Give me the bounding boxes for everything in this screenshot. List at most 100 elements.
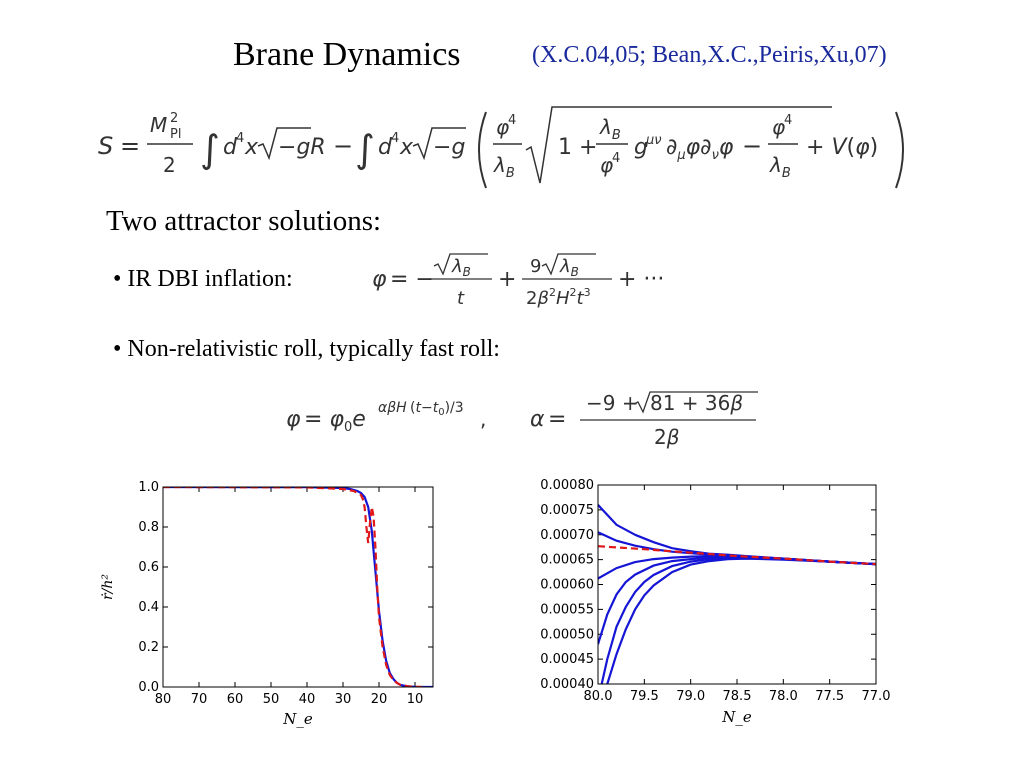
- svg-text:4: 4: [784, 113, 792, 128]
- svg-text:=: =: [548, 407, 566, 432]
- svg-text:S: S: [98, 132, 113, 160]
- bullet-nonrelativistic: • Non-relativistic roll, typically fast …: [113, 336, 500, 362]
- series-line-2: [163, 487, 423, 687]
- svg-text:81 + 36β: 81 + 36β: [650, 391, 743, 415]
- svg-text:φ: φ: [772, 115, 785, 139]
- svg-text:9: 9: [530, 256, 541, 277]
- svg-text:∂μφ∂νφ: ∂μφ∂νφ: [666, 135, 734, 163]
- svg-text:x: x: [399, 135, 414, 160]
- x-tick-label: 20: [371, 692, 388, 707]
- citation: (X.C.04,05; Bean,X.C.,Peiris,Xu,07): [532, 42, 887, 68]
- svg-text:αβH: αβH: [378, 400, 407, 416]
- svg-text:M: M: [150, 113, 167, 137]
- nonrel-equation: φ = φ0e αβH (t−t0)/3 , α = −9 + 81 + 36β…: [286, 391, 758, 449]
- y-tick-label: 0.0: [138, 680, 159, 695]
- x-tick-label: 70: [191, 692, 208, 707]
- svg-text:4: 4: [391, 131, 399, 146]
- svg-text:x: x: [244, 135, 259, 160]
- svg-text:4: 4: [612, 151, 620, 166]
- x-tick-label: 77.0: [862, 689, 891, 704]
- svg-text:−: −: [333, 132, 353, 160]
- x-tick-label: 78.5: [723, 689, 752, 704]
- series-line-5: [600, 556, 876, 684]
- series-line-1: [163, 487, 433, 687]
- y-tick-label: 0.00055: [540, 602, 594, 617]
- bullet-ir-dbi: • IR DBI inflation:: [113, 266, 293, 292]
- svg-text:1 +: 1 +: [558, 135, 597, 160]
- svg-text:4: 4: [508, 113, 516, 128]
- y-tick-label: 0.00040: [540, 677, 594, 692]
- series-line-6: [606, 557, 876, 684]
- y-tick-label: 1.0: [138, 480, 159, 495]
- x-tick-label: 60: [227, 692, 244, 707]
- svg-text:∫: ∫: [200, 127, 220, 171]
- x-tick-label: 79.5: [630, 689, 659, 704]
- x-tick-label: 79.0: [676, 689, 705, 704]
- svg-text:μν: μν: [645, 133, 662, 148]
- y-tick-label: 0.8: [138, 520, 159, 535]
- x-tick-label: 30: [335, 692, 352, 707]
- svg-text:+: +: [498, 267, 516, 292]
- svg-text:α: α: [530, 407, 545, 432]
- svg-text:φ: φ: [372, 267, 387, 292]
- x-tick-label: 78.0: [769, 689, 798, 704]
- y-axis-label: ṙ/h²: [100, 574, 116, 600]
- svg-text:∫: ∫: [355, 127, 375, 171]
- y-tick-label: 0.4: [138, 600, 159, 615]
- x-axis-label: N_e: [721, 708, 752, 726]
- x-tick-label: 40: [299, 692, 316, 707]
- x-axis-label: N_e: [282, 710, 313, 728]
- svg-text:λB: λB: [451, 256, 471, 279]
- x-tick-label: 77.5: [815, 689, 844, 704]
- svg-text:,: ,: [480, 407, 486, 431]
- svg-text:=: =: [120, 132, 140, 160]
- svg-text:2: 2: [163, 153, 176, 177]
- svg-text:−g: −g: [433, 135, 465, 160]
- plot-frame: [162, 486, 434, 688]
- svg-text:λB: λB: [599, 115, 621, 143]
- svg-text:φ: φ: [496, 115, 509, 139]
- y-tick-label: 0.6: [138, 560, 159, 575]
- svg-text:g: g: [634, 135, 648, 160]
- svg-text:(t−t0)/3: (t−t0)/3: [410, 400, 464, 418]
- svg-text:λB: λB: [769, 153, 791, 181]
- y-tick-label: 0.00080: [540, 478, 594, 493]
- series-line-7: [598, 545, 876, 566]
- svg-text:d: d: [378, 135, 393, 160]
- y-tick-label: 0.00050: [540, 627, 594, 642]
- svg-text:2β2H2t3: 2β2H2t3: [526, 286, 591, 309]
- svg-text:+ V(φ): + V(φ): [806, 135, 878, 160]
- svg-text:φ: φ: [600, 153, 613, 177]
- svg-text:−: −: [742, 132, 762, 160]
- svg-text:t: t: [457, 288, 465, 309]
- x-tick-label: 80.0: [584, 689, 613, 704]
- x-tick-label: 10: [407, 692, 424, 707]
- svg-text:−gR: −gR: [278, 135, 326, 160]
- svg-text:Pl: Pl: [170, 127, 181, 142]
- svg-text:d: d: [223, 135, 238, 160]
- svg-text:= φ0e: = φ0e: [304, 407, 366, 435]
- svg-text:+ ···: + ···: [618, 267, 664, 292]
- slide-title: Brane Dynamics: [233, 36, 461, 73]
- plot-frame: [597, 484, 877, 685]
- svg-text:4: 4: [236, 131, 244, 146]
- y-tick-label: 0.00045: [540, 652, 594, 667]
- y-tick-label: 0.00060: [540, 578, 594, 593]
- svg-text:λB: λB: [493, 153, 515, 181]
- y-tick-label: 0.00075: [540, 503, 594, 518]
- svg-text:2β: 2β: [654, 425, 680, 449]
- chart-nonrel-roll: 80.0 79.5 79.0 78.5 78.0 77.5 77.0 0.00040 0.000…: [540, 478, 891, 726]
- svg-text:λB: λB: [559, 256, 579, 279]
- svg-text:φ: φ: [286, 407, 301, 432]
- ir-dbi-equation: φ = − λB t + 9 λB 2β2H2t3 + ···: [372, 253, 664, 309]
- y-tick-label: 0.00070: [540, 528, 594, 543]
- x-tick-label: 80: [155, 692, 172, 707]
- x-tick-label: 50: [263, 692, 280, 707]
- action-equation: S = M 2 Pl 2 ∫ d 4 x −gR − ∫ d 4 x −g φ …: [98, 106, 904, 189]
- svg-text:= −: = −: [390, 267, 434, 292]
- svg-text:2: 2: [170, 111, 178, 126]
- chart-ir-dbi: 80 70 60 50 40 30 20 100.00.20.40.60.81.0 ṙ/h² …: [100, 480, 434, 728]
- y-tick-label: 0.00065: [540, 553, 594, 568]
- svg-text:−9 +: −9 +: [586, 391, 639, 415]
- attractor-heading: Two attractor solutions:: [106, 205, 382, 237]
